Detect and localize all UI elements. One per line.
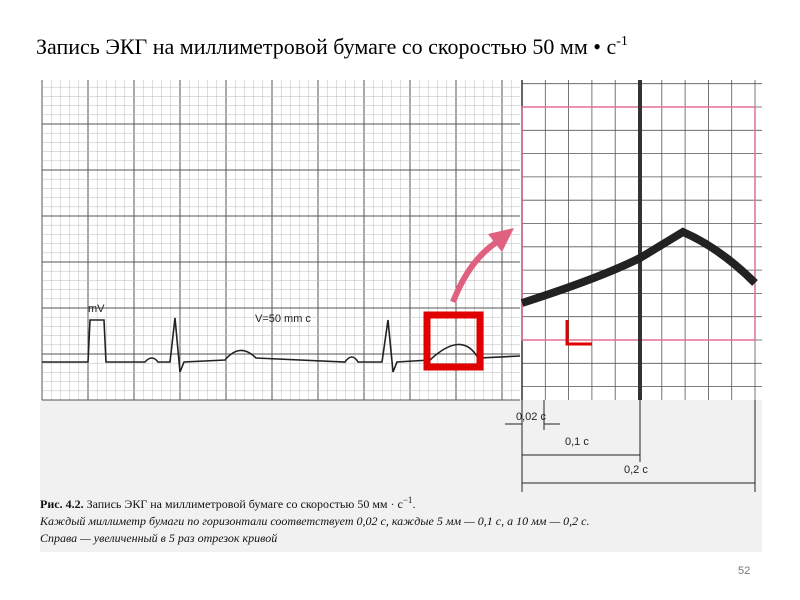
caption-superscript: −1 <box>403 495 413 505</box>
caption-line: Рис. 4.2. Запись ЭКГ на миллиметровой бу… <box>40 495 415 511</box>
magnified-trace <box>520 227 758 307</box>
caption-text: Запись ЭКГ на миллиметровой бумаге со ск… <box>87 497 403 511</box>
caption-label: Рис. 4.2. <box>40 497 84 511</box>
ecg-trace <box>42 317 521 373</box>
page-number: 52 <box>738 565 750 577</box>
slide-title: Запись ЭКГ на миллиметровой бумаге со ск… <box>36 34 628 59</box>
caption-line: Справа — увеличенный в 5 раз отрезок кри… <box>40 531 277 545</box>
title-superscript: -1 <box>616 34 628 49</box>
unit-marker <box>565 320 592 346</box>
arrow-shaft <box>450 237 502 304</box>
title-text: Запись ЭКГ на миллиметровой бумаге со ск… <box>36 34 616 59</box>
caption-line: Каждый миллиметр бумаги по горизонтали с… <box>39 514 589 528</box>
highlight-box <box>423 311 484 371</box>
scale-lines <box>505 400 756 492</box>
caption-end: . <box>412 497 415 511</box>
calibration-label: mV <box>88 303 105 315</box>
scale-label: 0,02 c <box>516 411 546 423</box>
speed-label: V=50 mm c <box>255 313 311 325</box>
ecg-paper <box>41 80 762 401</box>
scale-label: 0,1 c <box>565 436 589 448</box>
arrow-head <box>488 228 514 252</box>
scale-label: 0,2 c <box>624 464 648 476</box>
scan-background <box>40 400 762 552</box>
